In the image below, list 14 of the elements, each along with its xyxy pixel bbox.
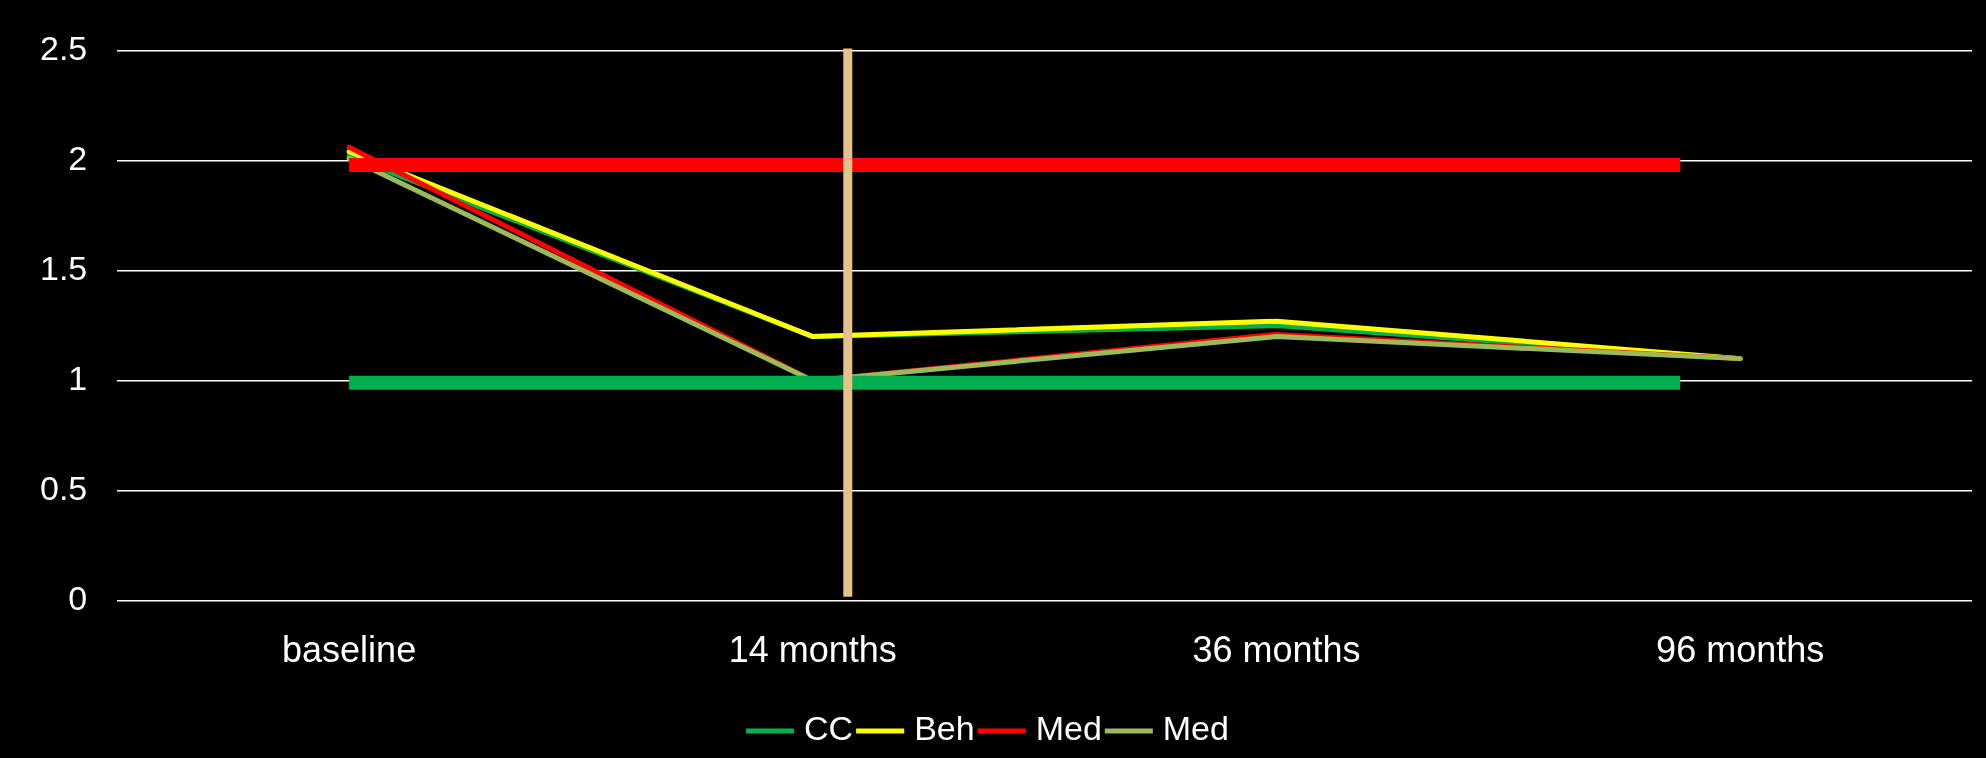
y-tick-label: 0 xyxy=(68,579,88,618)
legend-label: CC xyxy=(804,709,854,748)
x-tick-label: 36 months xyxy=(1192,629,1361,671)
legend-label: Beh xyxy=(914,709,975,748)
x-tick-label: baseline xyxy=(282,629,417,671)
legend-label: Med xyxy=(1035,709,1102,748)
x-tick-label: 14 months xyxy=(728,629,897,671)
y-tick-label: 1 xyxy=(68,359,88,398)
x-tick-label: 96 months xyxy=(1656,629,1825,671)
y-tick-label: 2 xyxy=(68,138,88,177)
y-tick-label: 2.5 xyxy=(40,28,88,67)
legend-label: Med xyxy=(1162,709,1229,748)
y-tick-label: 1.5 xyxy=(40,248,88,287)
y-tick-label: 0.5 xyxy=(40,469,88,508)
